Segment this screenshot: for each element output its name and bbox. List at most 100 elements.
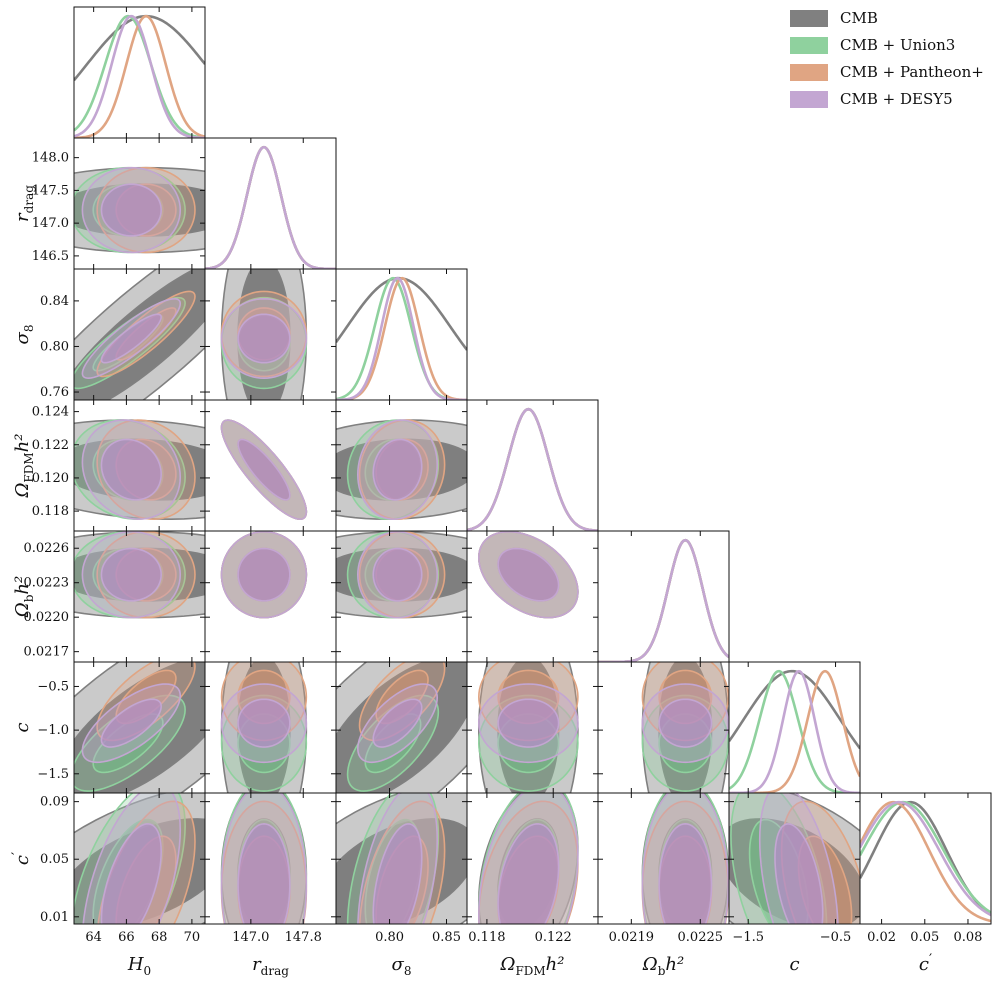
contour-cprime-omfdm-3-68 <box>497 823 560 924</box>
contour-ombh2-omfdm-3-68 <box>497 547 560 602</box>
legend-label-3: CMB + DESY5 <box>840 90 953 108</box>
y-tick-label-cprime: 0.01 <box>40 910 69 925</box>
panel-rdrag-vs-H0: 146.5 147.0 147.5 148.0 rdrag <box>12 137 206 270</box>
panel-ombh2-vs-sigma8 <box>335 530 468 663</box>
panel-cprime-vs-rdrag: 147.0 147.8 rdrag <box>204 792 337 978</box>
marginal-ombh2-2 <box>598 538 729 662</box>
panel-sigma8-vs-sigma8 <box>335 268 468 401</box>
marginal-rdrag-3 <box>205 145 336 269</box>
x-tick-label-H0: 66 <box>118 930 135 945</box>
x-tick-label-rdrag: 147.0 <box>232 930 269 945</box>
y-axis-label-cprime: c′ <box>10 852 33 865</box>
legend-swatch-0 <box>790 10 828 27</box>
panel-rdrag-vs-rdrag <box>204 137 337 270</box>
x-tick-label-cprime: 0.08 <box>953 930 982 945</box>
x-tick-label-rdrag: 147.8 <box>285 930 322 945</box>
y-tick-label-ombh2: 0.0223 <box>24 576 70 591</box>
panel-body <box>598 538 729 662</box>
x-tick-label-H0: 70 <box>184 930 201 945</box>
x-axis-label-cprime: c′ <box>919 952 932 975</box>
x-tick-label-cprime: 0.02 <box>867 930 896 945</box>
x-tick-label-H0: 64 <box>85 930 102 945</box>
panel-body <box>478 662 579 793</box>
marginal-rdrag-0 <box>205 145 336 269</box>
panel-cprime-vs-sigma8: 0.80 0.85 σ8 <box>335 792 468 978</box>
y-tick-label-sigma8: 0.76 <box>40 385 69 400</box>
y-tick-label-rdrag: 147.5 <box>32 183 69 198</box>
panel-body <box>74 14 205 138</box>
marginal-cprime-3 <box>860 800 991 917</box>
panel-c-vs-rdrag <box>204 661 337 794</box>
panel-body <box>336 793 467 924</box>
panel-cprime-vs-cprime: 0.02 0.05 0.08 c′ <box>859 792 992 975</box>
x-tick-label-sigma8: 0.85 <box>432 930 461 945</box>
panel-body <box>641 793 729 924</box>
y-axis-label-c: c <box>12 722 33 732</box>
contour-cprime-rdrag-3-68 <box>237 823 291 924</box>
contour-cprime-c-3-68 <box>774 823 824 924</box>
panel-cprime-vs-c: −1.5 −0.5 c <box>728 792 861 975</box>
legend-label-0: CMB <box>840 9 878 27</box>
contour-sigma8-rdrag-3-68 <box>237 313 291 364</box>
x-tick-label-c: −1.5 <box>732 930 764 945</box>
contour-c-sigma8-3-68 <box>372 698 423 748</box>
y-tick-label-cprime: 0.05 <box>40 852 69 867</box>
panel-sigma8-vs-H0: 0.76 0.80 0.84 σ8 <box>12 268 206 401</box>
contour-sigma8-H0-3-68 <box>100 313 162 364</box>
panel-ombh2-vs-ombh2 <box>597 530 730 663</box>
y-tick-label-c: −0.5 <box>37 679 69 694</box>
y-axis-label-rdrag: rdrag <box>12 185 36 222</box>
marginal-rdrag-1 <box>205 145 336 269</box>
legend-swatch-3 <box>790 91 828 108</box>
marginal-omfdm-3 <box>467 407 598 531</box>
marginal-rdrag-2 <box>205 145 336 269</box>
panel-body <box>641 662 729 793</box>
contour-c-rdrag-3-68 <box>237 698 291 748</box>
legend-label-1: CMB + Union3 <box>840 36 955 54</box>
panel-cprime-vs-H0: 0.01 0.05 0.09 c′ 64 66 68 70 H0 <box>10 792 206 978</box>
marginal-ombh2-3 <box>598 538 729 662</box>
panel-body <box>478 793 579 924</box>
panel-c-vs-omfdm <box>466 661 599 794</box>
y-tick-label-omfdm: 0.120 <box>32 471 69 486</box>
y-tick-label-cprime: 0.09 <box>40 795 69 810</box>
marginal-c-1 <box>729 669 860 793</box>
panel-c-vs-c <box>728 661 861 794</box>
panel-body <box>220 269 308 400</box>
panel-c-vs-H0: −1.5 −1.0 −0.5 c <box>12 661 206 794</box>
panel-body <box>336 531 467 619</box>
marginal-omfdm-1 <box>467 407 598 531</box>
x-axis-label-omfdm: ΩFDMh² <box>500 954 565 978</box>
panel-c-vs-ombh2 <box>597 661 730 794</box>
x-tick-label-cprime: 0.05 <box>910 930 939 945</box>
marginal-c-3 <box>729 669 860 793</box>
x-axis-label-rdrag: rdrag <box>252 954 289 978</box>
y-tick-label-rdrag: 147.0 <box>32 216 69 231</box>
panel-body <box>336 419 467 520</box>
x-axis-label-ombh2: Ωbh² <box>642 954 684 978</box>
y-axis-label-sigma8: σ8 <box>12 325 36 345</box>
y-tick-label-ombh2: 0.0226 <box>24 541 70 556</box>
panel-omfdm-vs-sigma8 <box>335 399 468 532</box>
x-tick-label-c: −0.5 <box>820 930 852 945</box>
contour-cprime-H0-3-68 <box>100 823 162 924</box>
y-tick-label-ombh2: 0.0217 <box>24 645 70 660</box>
panel-body <box>74 793 205 924</box>
y-axis-label-omfdm: ΩFDMh² <box>12 434 36 499</box>
y-tick-label-ombh2: 0.0220 <box>24 610 70 625</box>
y-axis-label-ombh2: Ωbh² <box>12 576 36 618</box>
marginal-cprime-1 <box>860 800 991 914</box>
panel-body <box>74 419 205 520</box>
legend-swatch-1 <box>790 37 828 54</box>
y-tick-label-omfdm: 0.122 <box>32 438 69 453</box>
legend: CMB CMB + Union3 CMB + Pantheon+ CMB + DESY… <box>790 9 984 108</box>
y-tick-label-sigma8: 0.80 <box>40 339 69 354</box>
x-tick-label-ombh2: 0.0219 <box>609 930 655 945</box>
panel-body <box>220 793 308 924</box>
panel-body <box>336 662 467 793</box>
x-tick-label-omfdm: 0.122 <box>535 930 572 945</box>
contour-rdrag-H0-3-68 <box>100 183 162 237</box>
panel-body <box>220 662 308 793</box>
